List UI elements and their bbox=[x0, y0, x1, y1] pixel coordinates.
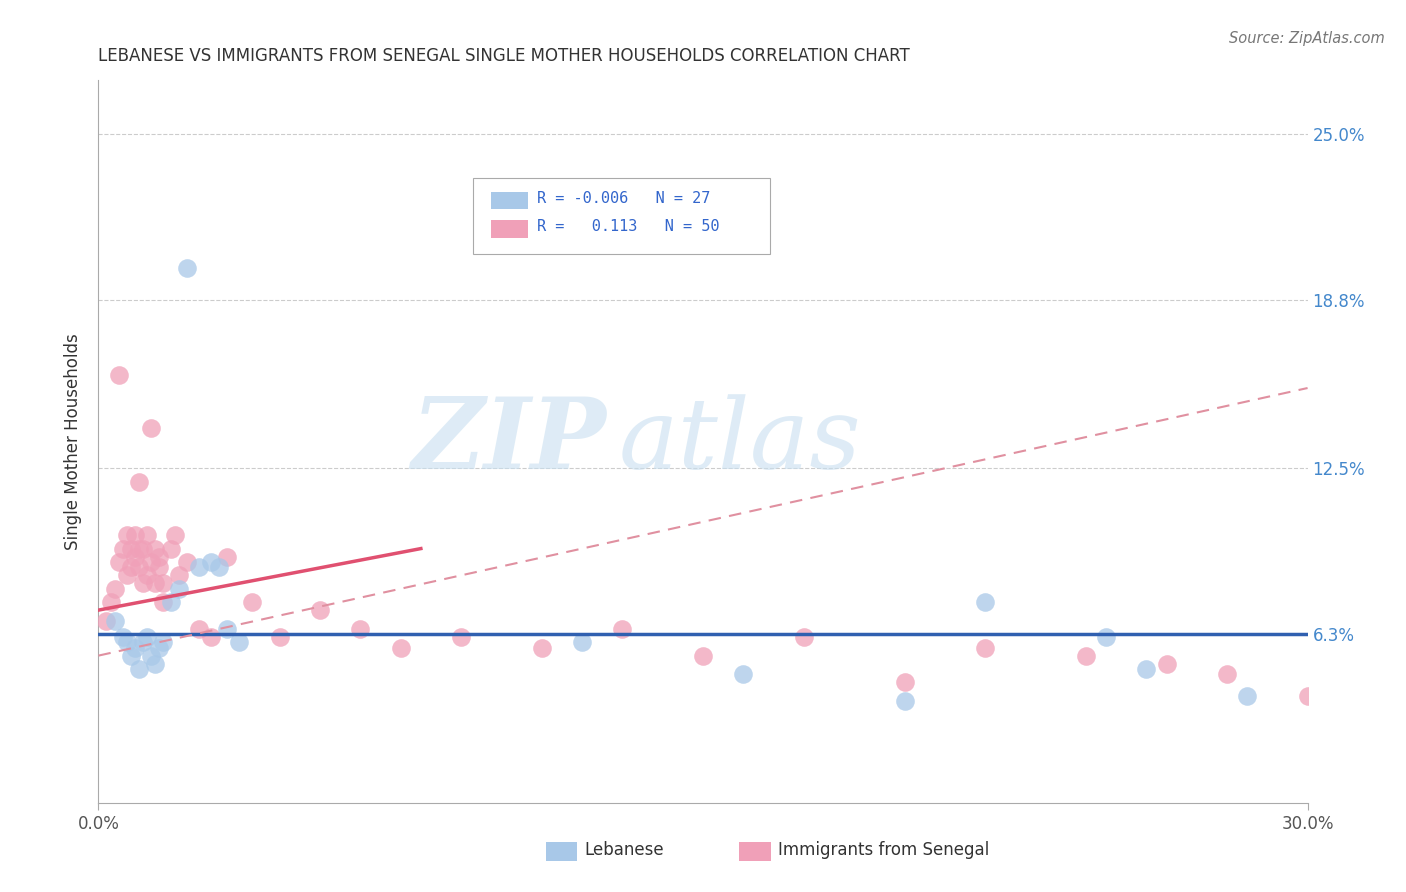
Text: R = -0.006   N = 27: R = -0.006 N = 27 bbox=[537, 191, 710, 206]
Point bbox=[128, 662, 150, 676]
Text: LEBANESE VS IMMIGRANTS FROM SENEGAL SINGLE MOTHER HOUSEHOLDS CORRELATION CHART: LEBANESE VS IMMIGRANTS FROM SENEGAL SING… bbox=[98, 47, 910, 65]
Point bbox=[733, 667, 755, 681]
Point bbox=[200, 630, 222, 644]
Point bbox=[132, 576, 155, 591]
Point bbox=[163, 528, 186, 542]
Point bbox=[128, 560, 150, 574]
Text: Lebanese: Lebanese bbox=[585, 841, 664, 859]
Point bbox=[124, 640, 146, 655]
Text: ZIP: ZIP bbox=[412, 393, 606, 490]
Point bbox=[120, 541, 142, 556]
Point bbox=[1156, 657, 1178, 671]
Point bbox=[217, 549, 239, 564]
Point bbox=[135, 568, 157, 582]
Point bbox=[115, 635, 138, 649]
Point bbox=[115, 568, 138, 582]
Point bbox=[1074, 648, 1097, 663]
FancyBboxPatch shape bbox=[492, 220, 527, 238]
Point bbox=[143, 576, 166, 591]
Point bbox=[167, 568, 190, 582]
Point bbox=[139, 648, 162, 663]
FancyBboxPatch shape bbox=[740, 842, 770, 861]
Point bbox=[1216, 667, 1239, 681]
Point bbox=[160, 595, 183, 609]
Point bbox=[124, 549, 146, 564]
Point bbox=[793, 630, 815, 644]
Point bbox=[103, 614, 125, 628]
Point bbox=[143, 657, 166, 671]
Point bbox=[132, 635, 155, 649]
Point bbox=[200, 555, 222, 569]
Point bbox=[115, 528, 138, 542]
Point bbox=[571, 635, 593, 649]
Point bbox=[188, 560, 211, 574]
Point bbox=[389, 640, 412, 655]
Point bbox=[152, 635, 174, 649]
FancyBboxPatch shape bbox=[474, 178, 769, 253]
Point bbox=[893, 675, 915, 690]
FancyBboxPatch shape bbox=[492, 192, 527, 209]
Point bbox=[349, 622, 371, 636]
Text: R =   0.113   N = 50: R = 0.113 N = 50 bbox=[537, 219, 720, 234]
Point bbox=[974, 640, 997, 655]
Point bbox=[228, 635, 250, 649]
Point bbox=[176, 555, 198, 569]
Point bbox=[139, 421, 162, 435]
Point bbox=[107, 555, 129, 569]
Text: Source: ZipAtlas.com: Source: ZipAtlas.com bbox=[1229, 31, 1385, 46]
Point bbox=[1135, 662, 1157, 676]
Point bbox=[152, 595, 174, 609]
Point bbox=[1296, 689, 1319, 703]
Point bbox=[240, 595, 263, 609]
Point bbox=[893, 694, 915, 708]
Point bbox=[974, 595, 997, 609]
Point bbox=[188, 622, 211, 636]
Point bbox=[135, 630, 157, 644]
Point bbox=[143, 541, 166, 556]
Point bbox=[1095, 630, 1118, 644]
Point bbox=[124, 528, 146, 542]
Point bbox=[217, 622, 239, 636]
FancyBboxPatch shape bbox=[546, 842, 578, 861]
Point bbox=[208, 560, 231, 574]
Text: Immigrants from Senegal: Immigrants from Senegal bbox=[778, 841, 990, 859]
Point bbox=[100, 595, 122, 609]
Point bbox=[148, 640, 170, 655]
Point bbox=[135, 528, 157, 542]
Point bbox=[120, 648, 142, 663]
Point bbox=[530, 640, 553, 655]
Point bbox=[107, 368, 129, 382]
Point bbox=[96, 614, 118, 628]
Point bbox=[148, 549, 170, 564]
Point bbox=[1236, 689, 1258, 703]
Point bbox=[103, 582, 125, 596]
Point bbox=[160, 541, 183, 556]
Text: atlas: atlas bbox=[619, 394, 860, 489]
Point bbox=[152, 576, 174, 591]
Point bbox=[128, 475, 150, 489]
Point bbox=[111, 541, 134, 556]
Point bbox=[269, 630, 291, 644]
Point bbox=[128, 541, 150, 556]
Point bbox=[176, 260, 198, 275]
Point bbox=[309, 603, 332, 617]
Point bbox=[148, 560, 170, 574]
Point bbox=[132, 541, 155, 556]
Point bbox=[167, 582, 190, 596]
Point bbox=[692, 648, 714, 663]
Point bbox=[111, 630, 134, 644]
Point bbox=[139, 555, 162, 569]
Point bbox=[120, 560, 142, 574]
Y-axis label: Single Mother Households: Single Mother Households bbox=[63, 334, 82, 549]
Point bbox=[450, 630, 472, 644]
Point bbox=[612, 622, 634, 636]
